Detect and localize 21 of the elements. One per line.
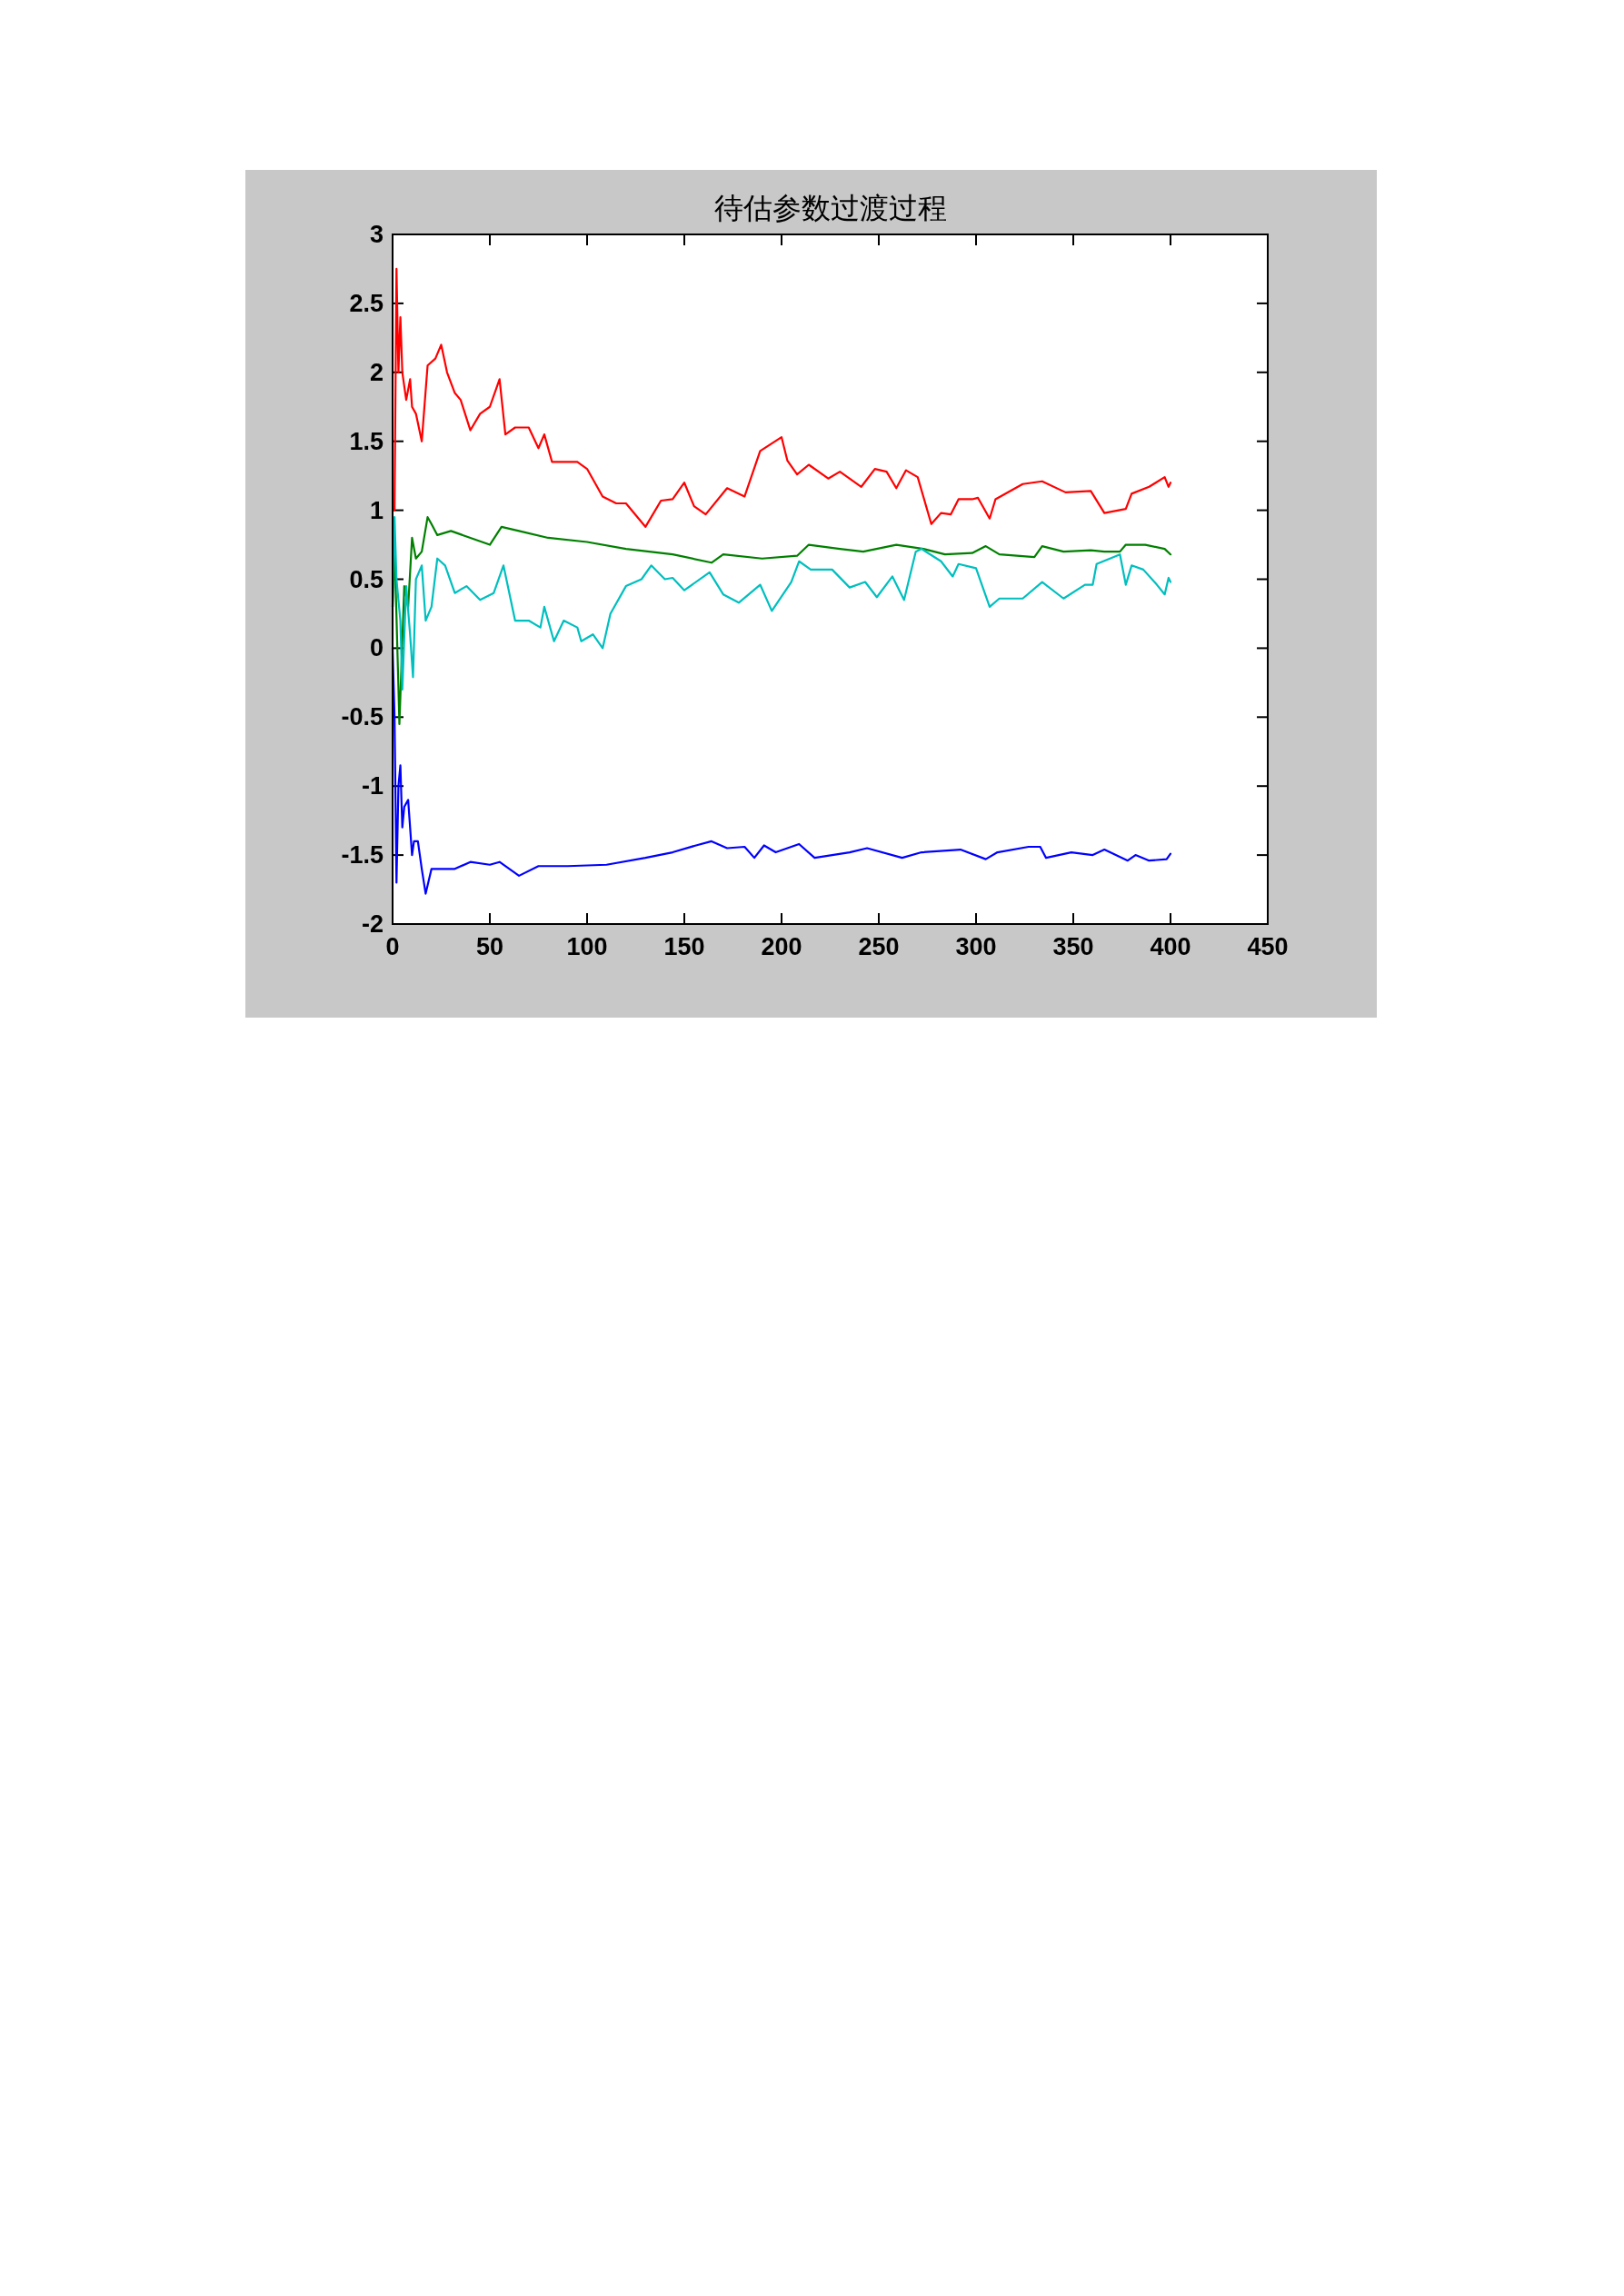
y-tick-label: 3 xyxy=(369,221,384,248)
y-tick-label: 0 xyxy=(369,634,384,662)
y-tick-label: 0.5 xyxy=(349,565,384,593)
y-tick-label: -1 xyxy=(361,772,384,800)
y-tick-label: -0.5 xyxy=(341,703,384,731)
x-tick-label: 450 xyxy=(1247,933,1289,960)
x-tick-label: 100 xyxy=(566,933,608,960)
x-tick-label: 350 xyxy=(1052,933,1094,960)
x-tick-label: 150 xyxy=(663,933,705,960)
y-tick-label: -1.5 xyxy=(341,841,384,870)
y-tick-label: 2.5 xyxy=(349,289,384,317)
y-tick-label: 2 xyxy=(369,358,384,386)
x-tick-label: 400 xyxy=(1150,933,1191,960)
x-tick-label: 300 xyxy=(955,933,997,960)
x-tick-label: 250 xyxy=(858,933,900,960)
x-tick-label: 200 xyxy=(761,933,802,960)
y-tick-label: 1 xyxy=(369,496,384,524)
chart-title: 待估参数过渡过程 xyxy=(713,191,947,225)
y-tick-label: -2 xyxy=(361,910,384,938)
x-tick-label: 50 xyxy=(475,933,504,960)
y-tick-label: 1.5 xyxy=(349,427,384,455)
